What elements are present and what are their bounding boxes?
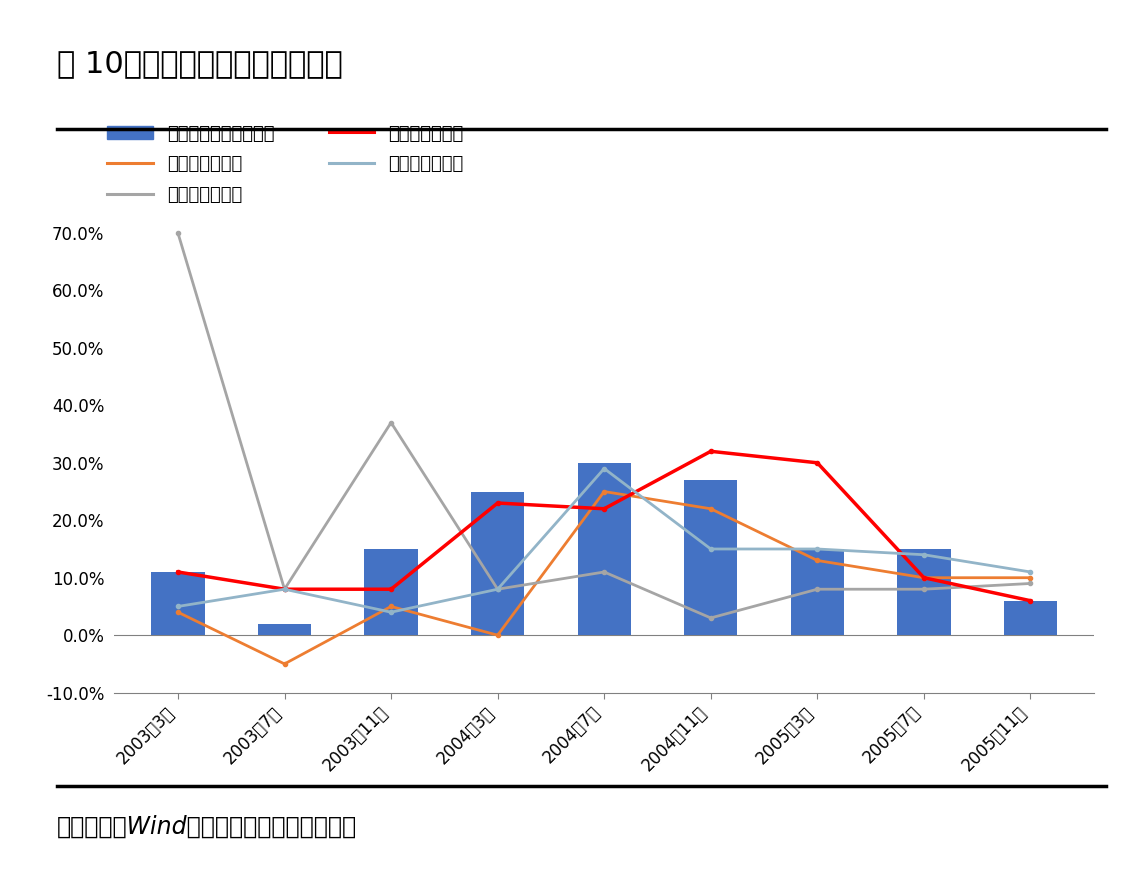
Bar	[1004, 600, 1057, 635]
Text: 资料来源：Wind，北京大学经济政策研究所: 资料来源：Wind，北京大学经济政策研究所	[57, 815, 357, 839]
Bar	[365, 549, 417, 635]
Bar	[152, 572, 204, 635]
Bar	[258, 623, 311, 635]
Bar	[791, 549, 844, 635]
Bar	[471, 492, 524, 635]
Bar	[578, 463, 630, 635]
Legend: 农林牧渔业总产值同比, 农业总产值同比, 林业总产值同比, 牧业总产值同比, 渔业总产值同比: 农林牧渔业总产值同比, 农业总产值同比, 林业总产值同比, 牧业总产值同比, 渔…	[100, 117, 471, 211]
Text: 图 10：疫情对第一产业影响有限: 图 10：疫情对第一产业影响有限	[57, 49, 343, 78]
Bar	[897, 549, 951, 635]
Bar	[684, 480, 738, 635]
